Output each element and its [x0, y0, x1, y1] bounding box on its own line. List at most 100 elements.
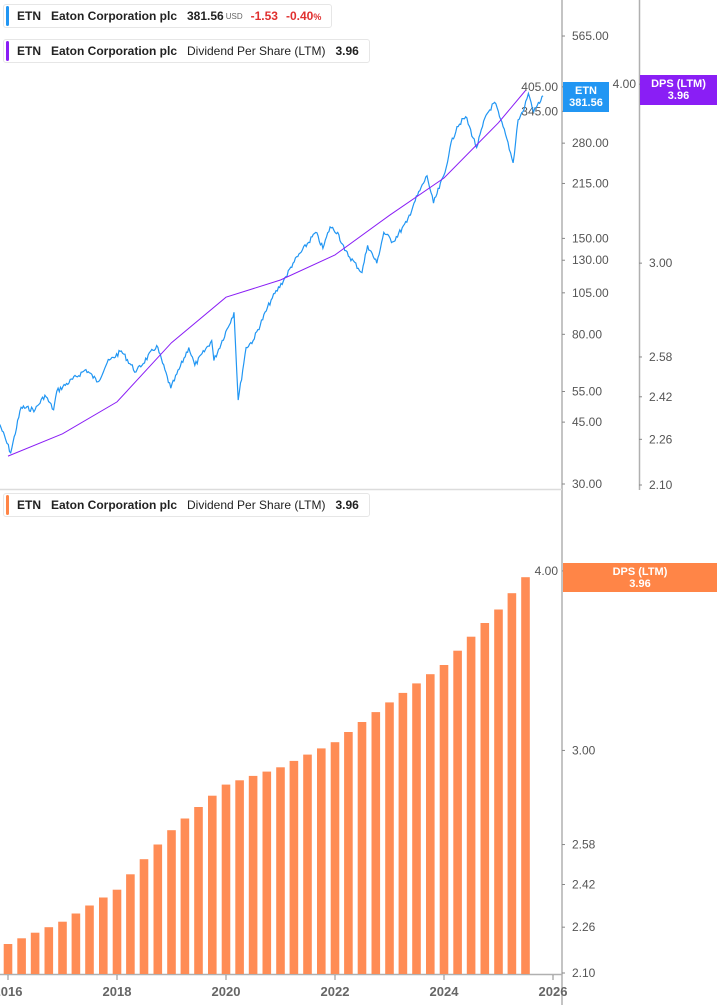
- dps-bar: [221, 784, 231, 974]
- ticker: ETN: [17, 498, 41, 512]
- dps-bar: [71, 913, 81, 974]
- dps-bar: [99, 897, 108, 974]
- percent-sign: %: [313, 12, 322, 22]
- dps-bar: [44, 927, 54, 974]
- dps-axis-label: 2.42: [649, 390, 673, 404]
- x-axis-label: 2018: [103, 984, 132, 999]
- ticker: ETN: [17, 9, 41, 23]
- dps-axis-label: 4.00: [613, 77, 637, 91]
- dps-bar: [262, 771, 272, 974]
- dps-bar: [208, 795, 217, 974]
- company-name: Eaton Corporation plc: [51, 498, 177, 512]
- dps-bar: [398, 692, 408, 974]
- change-percent: -0.40: [285, 9, 314, 23]
- price-axis-label: 105.00: [572, 286, 609, 300]
- dps-bar: [521, 577, 530, 974]
- metric-value: 3.96: [335, 498, 359, 512]
- metric-value: 3.96: [335, 44, 359, 58]
- tag-value: 381.56: [569, 97, 603, 109]
- dps-bar: [139, 859, 149, 974]
- company-name: Eaton Corporation plc: [51, 9, 177, 23]
- dps-bar: [330, 742, 340, 974]
- dps-bar: [194, 807, 203, 974]
- tag-label: DPS (LTM): [612, 565, 668, 578]
- series-color-marker: [6, 41, 9, 61]
- price-axis-label: 150.00: [572, 231, 609, 245]
- x-axis-label: 2020: [212, 984, 241, 999]
- metric-name: Dividend Per Share (LTM): [187, 498, 326, 512]
- dps-axis-label: 3.00: [649, 256, 673, 270]
- dps-line: [7, 90, 526, 457]
- dps-bar: [235, 780, 244, 974]
- dps-axis-label: 2.10: [649, 478, 673, 492]
- bar-axis-label: 4.00: [535, 564, 559, 578]
- legend-dps-bottom[interactable]: ETN Eaton Corporation plc Dividend Per S…: [3, 493, 370, 517]
- dps-axis-label: 2.58: [649, 350, 673, 364]
- price-axis-label: 345.00: [521, 104, 558, 118]
- currency: USD: [225, 11, 243, 21]
- bar-axis-label: 2.10: [572, 966, 596, 980]
- dps-bar: [303, 754, 312, 974]
- dps-bar: [248, 775, 258, 974]
- dps-bar: [494, 609, 503, 974]
- dps-bar: [3, 944, 13, 974]
- dps-bar: [112, 889, 122, 974]
- dps-bar: [85, 905, 94, 974]
- bar-axis-label: 2.42: [572, 877, 596, 891]
- dps-tag-bottom: DPS (LTM) 3.96: [563, 563, 717, 592]
- tag-value: 3.96: [667, 90, 690, 102]
- price-axis-label: 55.00: [572, 385, 602, 399]
- dps-bar: [344, 732, 353, 974]
- legend-dps-top[interactable]: ETN Eaton Corporation plc Dividend Per S…: [3, 39, 370, 63]
- dps-bar: [385, 702, 394, 974]
- metric-name: Dividend Per Share (LTM): [187, 44, 326, 58]
- change-value: -1.53: [250, 9, 278, 23]
- dps-bar: [317, 748, 326, 974]
- price-axis-label: 130.00: [572, 253, 609, 267]
- dps-bar: [371, 712, 381, 974]
- price-axis-label: 30.00: [572, 477, 602, 491]
- tag-label: ETN: [575, 85, 597, 97]
- series-color-marker: [6, 495, 9, 515]
- price-axis-label: 45.00: [572, 415, 602, 429]
- company-name: Eaton Corporation plc: [51, 44, 177, 58]
- price-tag: ETN 381.56: [563, 82, 609, 112]
- series-color-marker: [6, 6, 9, 26]
- price-line: [0, 91, 544, 454]
- dps-bar: [167, 830, 176, 974]
- dps-bar: [507, 593, 517, 974]
- bar-axis-label: 2.26: [572, 920, 596, 934]
- legend-price[interactable]: ETN Eaton Corporation plc 381.56 USD -1.…: [3, 4, 333, 28]
- x-axis-label: 2026: [539, 984, 568, 999]
- price-axis-label: 280.00: [572, 136, 609, 150]
- dps-bar: [180, 818, 190, 974]
- tag-value: 3.96: [629, 577, 651, 590]
- dps-bar: [357, 722, 367, 974]
- dps-bar: [30, 932, 40, 974]
- price-value: 381.56: [187, 9, 224, 23]
- price-axis-label: 80.00: [572, 327, 602, 341]
- tag-label: DPS (LTM): [651, 78, 706, 90]
- dps-bar: [126, 874, 135, 974]
- dps-bar: [453, 650, 462, 974]
- dps-bar: [439, 665, 449, 974]
- dps-bar: [412, 683, 421, 974]
- dps-bar: [480, 623, 490, 974]
- dps-bar: [276, 767, 285, 974]
- bar-axis-label: 2.58: [572, 838, 596, 852]
- dps-bar: [426, 674, 435, 974]
- ticker: ETN: [17, 44, 41, 58]
- dps-bar: [466, 636, 476, 974]
- price-axis-label: 405.00: [521, 80, 558, 94]
- bar-axis-label: 3.00: [572, 743, 596, 757]
- price-axis-label: 565.00: [572, 29, 609, 43]
- dps-bar: [289, 760, 299, 974]
- dps-bar: [17, 938, 26, 974]
- x-axis-label: 2016: [0, 984, 22, 999]
- price-axis-label: 215.00: [572, 176, 609, 190]
- dps-bar: [58, 921, 67, 974]
- dps-tag-top: DPS (LTM) 3.96: [640, 75, 717, 105]
- dps-bar: [153, 844, 163, 974]
- x-axis-label: 2022: [321, 984, 350, 999]
